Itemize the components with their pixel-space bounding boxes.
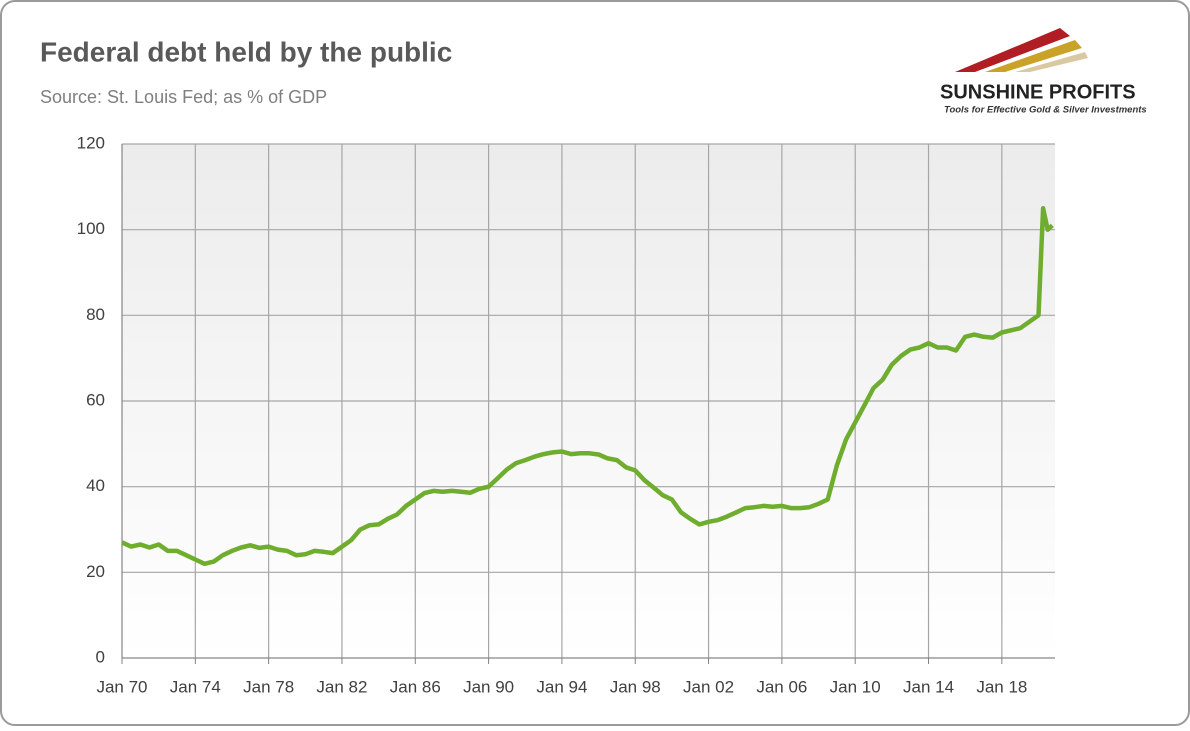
logo-tagline: Tools for Effective Gold & Silver Invest… (944, 105, 1147, 116)
x-tick-label: Jan 78 (243, 677, 294, 696)
y-tick-label: 60 (86, 390, 105, 409)
x-tick-label: Jan 02 (683, 677, 734, 696)
logo-ray (985, 40, 1082, 72)
logo-ray (955, 28, 1070, 72)
x-tick-label: Jan 10 (830, 677, 881, 696)
y-tick-label: 0 (96, 647, 105, 666)
data-line (121, 206, 1054, 567)
x-tick-label: Jan 90 (463, 677, 514, 696)
chart-subtitle: Source: St. Louis Fed; as % of GDP (40, 87, 327, 107)
x-tick-label: Jan 98 (610, 677, 661, 696)
x-tick-label: Jan 70 (96, 677, 147, 696)
y-tick-label: 80 (86, 305, 105, 324)
chart-title: Federal debt held by the public (40, 36, 452, 67)
x-tick-label: Jan 18 (976, 677, 1027, 696)
y-tick-label: 100 (77, 219, 105, 238)
y-tick-label: 20 (86, 562, 105, 581)
y-tick-label: 40 (86, 476, 105, 495)
x-tick-label: Jan 82 (316, 677, 367, 696)
x-tick-label: Jan 06 (756, 677, 807, 696)
x-tick-label: Jan 14 (903, 677, 954, 696)
x-tick-label: Jan 94 (536, 677, 587, 696)
x-tick-label: Jan 74 (170, 677, 221, 696)
y-tick-label: 120 (77, 133, 105, 152)
x-tick-label: Jan 86 (390, 677, 441, 696)
logo-ray (1015, 52, 1088, 72)
logo: SUNSHINE PROFITS Tools for Effective Gol… (940, 28, 1147, 116)
logo-name: SUNSHINE PROFITS (940, 81, 1136, 103)
